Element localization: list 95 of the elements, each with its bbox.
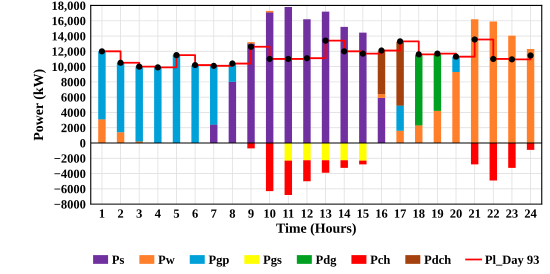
y-tick-label: −2000 [54,154,86,163]
x-tick-label: 24 [524,209,537,218]
x-tick-label: 17 [394,209,406,218]
bar [284,160,292,195]
x-tick-label: 14 [338,209,350,218]
y-tick-label: −4000 [54,170,86,178]
bar [228,64,236,82]
x-tick-label: 8 [230,209,236,218]
legend-label: Pgp [208,256,229,267]
bar [340,143,348,160]
bar [266,12,274,144]
x-tick-label: 20 [450,209,462,218]
y-tick-label: 14,000 [52,32,86,42]
bar [322,143,330,160]
bar [415,125,422,144]
x-tick-label: 7 [211,209,217,218]
legend-label: Pl_Day 93 [485,255,539,267]
legend-label: Pdg [316,255,336,267]
legend-label: Pgs [263,256,282,267]
bar [359,32,367,144]
bar [154,67,162,144]
bar [116,62,124,132]
bar [396,106,404,131]
bar [116,132,124,144]
bar [490,143,498,180]
x-tick-label: 10 [264,209,276,218]
y-tick-label: 0 [80,139,86,148]
y-tick-label: 12,000 [52,47,86,58]
bar [303,19,311,144]
legend-label: Pch [370,255,390,264]
x-tick-label: 3 [136,209,142,218]
bar [266,143,274,192]
bar [228,82,236,144]
y-tick-label: 4000 [61,108,86,117]
bar [322,160,330,173]
x-tick-label: 6 [192,209,198,218]
y-tick-label: −8000 [54,200,86,209]
x-tick-label: 22 [488,209,500,218]
x-tick-label: 12 [302,209,313,218]
bar [172,55,180,144]
bar [508,36,516,144]
bar [359,160,367,164]
bar [135,66,143,142]
x-tick-label: 1 [100,209,104,218]
bar [490,22,498,144]
y-axis-title: Power (kW) [33,69,46,141]
bar [303,143,311,160]
bar [98,119,106,144]
bar [434,110,442,144]
x-tick-label: 16 [376,209,388,218]
x-tick-label: 15 [358,209,369,218]
bar [98,51,106,120]
bar [284,7,292,144]
bar [322,12,330,144]
bar [470,19,478,144]
y-tick-label: 6000 [61,93,86,102]
bar [303,160,311,182]
bar [284,143,292,161]
bar [526,143,534,150]
legend-label: Pdch [424,255,451,264]
y-tick-label: 10,000 [52,62,86,73]
legend-label: Ps [112,256,124,264]
bar [378,98,386,144]
x-tick-label: 13 [320,209,332,218]
bar [340,160,348,168]
bar [359,143,367,161]
bar [396,130,404,144]
bar [210,124,218,144]
y-tick-label: −6000 [54,184,86,194]
x-tick-label: 5 [174,209,180,218]
y-tick-label: 18,000 [52,2,86,12]
bar [526,49,534,144]
x-tick-label: 19 [432,209,444,218]
x-tick-label: 23 [506,209,518,218]
bar [470,143,478,164]
bar [415,55,422,126]
x-tick-label: 11 [283,209,294,218]
bar [378,94,386,98]
bar [508,143,516,168]
legend-label: Pw [158,256,175,264]
bar [452,72,460,144]
x-axis-title: Time (Hours) [276,223,356,236]
bar [191,65,199,144]
y-tick-label: 16,000 [52,16,86,28]
x-tick-label: 21 [468,209,480,218]
bar [210,66,218,125]
bar [434,54,442,111]
bar [340,26,348,144]
y-tick-label: 8000 [61,78,86,86]
x-tick-label: 4 [154,209,161,218]
bar [396,42,404,106]
y-tick-label: 2000 [61,124,86,132]
x-tick-label: 18 [414,209,425,218]
x-tick-label: 2 [118,209,124,218]
x-tick-label: 9 [248,209,254,218]
